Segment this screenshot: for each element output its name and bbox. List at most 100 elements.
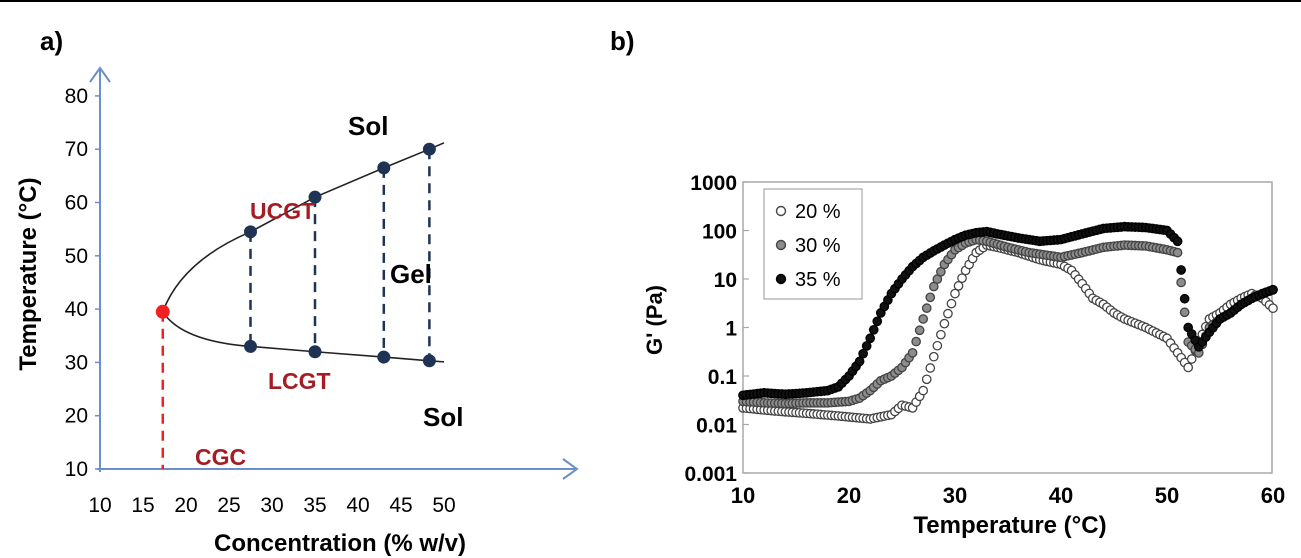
x-tick-label: 25 bbox=[217, 494, 240, 517]
ucgt-point bbox=[308, 190, 322, 204]
data-point bbox=[1176, 277, 1186, 288]
lcgt-point bbox=[377, 350, 391, 364]
data-point bbox=[925, 363, 936, 373]
phase-points bbox=[155, 142, 436, 368]
phase-diagram-axes: 10 15 20 25 30 35 40 45 50 10 20 30 40 50 60 70 80 bbox=[65, 66, 579, 517]
y-tick-label: 1000 bbox=[690, 172, 737, 195]
data-point bbox=[950, 288, 960, 299]
data-point bbox=[932, 340, 943, 351]
data-point bbox=[1183, 362, 1194, 373]
y-tick-label: 1 bbox=[725, 318, 737, 341]
y-tick-label: 50 bbox=[65, 245, 88, 268]
lcgt-label: LCGT bbox=[268, 368, 331, 394]
x-axis-title: Concentration (% w/v) bbox=[214, 530, 466, 557]
ucgt-point bbox=[377, 161, 391, 175]
data-point bbox=[921, 303, 932, 313]
data-point bbox=[1179, 293, 1190, 304]
y-tick-label: 10 bbox=[714, 269, 737, 292]
cgc-point bbox=[155, 304, 170, 319]
data-point bbox=[918, 314, 929, 324]
legend-label: 20 % bbox=[795, 201, 841, 223]
data-point bbox=[854, 356, 865, 367]
ucgt-point bbox=[244, 225, 257, 239]
x-tick-label: 50 bbox=[1155, 483, 1179, 508]
x-tick-label: 50 bbox=[432, 494, 455, 517]
data-point bbox=[957, 273, 967, 284]
y-tick-label: 40 bbox=[65, 298, 88, 321]
sol-upper-label: Sol bbox=[348, 111, 388, 141]
panel-a-label: a) bbox=[40, 26, 63, 56]
data-point bbox=[1176, 265, 1186, 275]
x-tick-label: 10 bbox=[88, 494, 111, 517]
x-axis-arrow-icon bbox=[562, 458, 579, 480]
x-tick-label: 30 bbox=[943, 483, 967, 508]
data-point bbox=[1186, 354, 1197, 364]
x-axis-title: Temperature (°C) bbox=[913, 512, 1106, 539]
x-tick-label: 35 bbox=[303, 494, 326, 517]
y-axis-title: Temperature (°C) bbox=[15, 177, 42, 370]
data-point bbox=[861, 341, 872, 351]
data-point bbox=[1268, 303, 1278, 314]
data-point bbox=[865, 333, 876, 344]
cgc-label: CGC bbox=[195, 444, 246, 470]
modulus-axes: 10 20 30 40 50 60 0.001 0.01 0.1 1 10 100 1000 bbox=[684, 172, 1285, 508]
data-point bbox=[936, 329, 946, 340]
legend: 20 % 30 % 35 % bbox=[775, 201, 841, 291]
gel-range-dashes bbox=[161, 149, 431, 469]
y-axis-title: G' (Pa) bbox=[642, 285, 667, 355]
gel-label: Gel bbox=[390, 259, 432, 289]
data-point bbox=[907, 348, 918, 358]
ucgt-point bbox=[422, 142, 436, 156]
y-tick-label: 100 bbox=[702, 221, 737, 244]
x-tick-label: 20 bbox=[837, 483, 861, 508]
data-point bbox=[943, 308, 953, 319]
y-axis-arrow-icon bbox=[89, 66, 111, 83]
data-point bbox=[946, 298, 957, 309]
data-point bbox=[939, 318, 950, 329]
legend-label: 35 % bbox=[795, 269, 841, 291]
data-point bbox=[868, 324, 879, 335]
data-point bbox=[1179, 307, 1190, 318]
data-point bbox=[872, 316, 883, 327]
sol-lower-label: Sol bbox=[423, 402, 463, 432]
y-tick-label: 20 bbox=[65, 405, 88, 428]
data-point bbox=[911, 336, 921, 347]
legend-marker-icon bbox=[775, 205, 787, 217]
data-point bbox=[953, 281, 964, 291]
y-tick-label: 0.1 bbox=[708, 366, 738, 389]
x-tick-label: 45 bbox=[389, 494, 412, 517]
lcgt-point bbox=[308, 345, 322, 359]
y-tick-label: 70 bbox=[65, 138, 88, 161]
x-tick-label: 30 bbox=[260, 494, 283, 517]
lcgt-point bbox=[244, 339, 257, 353]
y-tick-label: 80 bbox=[65, 85, 88, 108]
x-tick-label: 10 bbox=[731, 483, 755, 508]
legend-label: 30 % bbox=[795, 235, 841, 257]
lower-boundary-line bbox=[162, 311, 445, 363]
panel-b-label: b) bbox=[610, 26, 635, 56]
y-tick-label: 0.001 bbox=[684, 463, 737, 486]
y-tick-label: 10 bbox=[65, 458, 88, 481]
legend-marker-icon bbox=[775, 273, 787, 285]
ucgt-label: UCGT bbox=[250, 198, 315, 224]
x-tick-label: 20 bbox=[174, 494, 197, 517]
data-point bbox=[858, 348, 868, 359]
data-point bbox=[914, 325, 925, 336]
y-tick-label: 0.01 bbox=[696, 415, 737, 438]
legend-marker-icon bbox=[775, 239, 787, 251]
data-point bbox=[1172, 236, 1183, 247]
y-tick-label: 30 bbox=[65, 351, 88, 374]
series-35-percent bbox=[738, 221, 1278, 401]
y-tick-label: 60 bbox=[65, 192, 88, 215]
modulus-points bbox=[738, 221, 1278, 424]
x-tick-label: 15 bbox=[131, 494, 154, 517]
x-tick-label: 40 bbox=[1049, 483, 1073, 508]
series-30-percent bbox=[738, 234, 1278, 409]
lcgt-point bbox=[422, 354, 436, 368]
top-rule bbox=[0, 0, 1301, 2]
x-tick-label: 40 bbox=[346, 494, 369, 517]
x-tick-label: 60 bbox=[1261, 483, 1285, 508]
data-point bbox=[921, 374, 932, 385]
data-point bbox=[925, 292, 936, 303]
